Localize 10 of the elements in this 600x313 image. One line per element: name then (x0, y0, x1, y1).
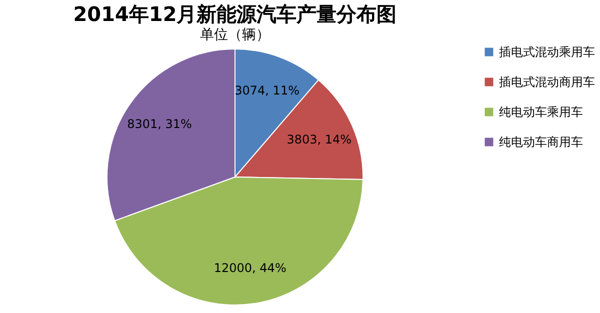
legend-label: 插电式混动商用车 (499, 75, 595, 89)
legend-label: 纯电动车乘用车 (499, 105, 583, 119)
chart-subtitle: 单位（辆） (200, 27, 270, 43)
legend-label: 插电式混动乘用车 (499, 45, 595, 59)
data-label: 12000, 44% (214, 260, 286, 275)
data-label: 8301, 31% (127, 117, 192, 132)
legend-label: 纯电动车商用车 (499, 135, 583, 149)
chart-title: 2014年12月新能源汽车产量分布图 (73, 2, 397, 26)
data-label: 3803, 14% (286, 132, 352, 146)
data-label: 3074, 11% (234, 84, 300, 98)
